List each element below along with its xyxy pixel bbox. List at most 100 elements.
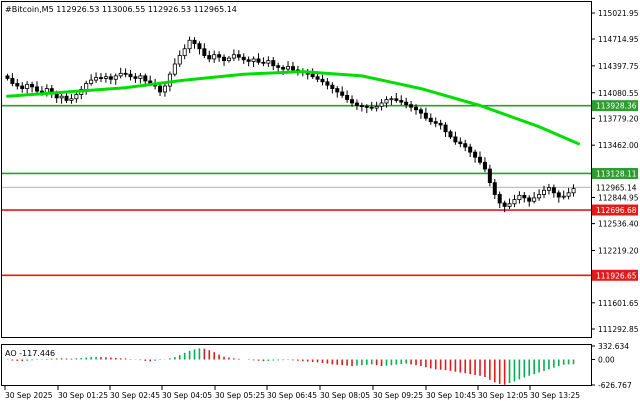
ao-axis: 332.634 0.00 -626.767: [591, 342, 632, 390]
candle: [359, 102, 364, 112]
candle: [162, 82, 167, 97]
candle: [542, 185, 547, 199]
y-tick-label: 114080.55: [598, 89, 639, 98]
svg-text:112965.14: 112965.14: [596, 183, 637, 192]
y-tick-label: 114397.75: [598, 62, 639, 71]
candle: [25, 81, 30, 94]
price-tag: 111926.65: [592, 269, 638, 281]
candle: [409, 100, 414, 112]
candle: [374, 101, 379, 112]
candle: [320, 74, 325, 86]
candle: [458, 137, 463, 148]
candle: [497, 191, 502, 209]
y-tick-label: 112219.20: [598, 246, 639, 255]
candle: [433, 117, 438, 128]
x-tick-label: 30 Sep 12:05: [478, 391, 528, 400]
candle: [522, 191, 527, 203]
candle: [384, 96, 389, 108]
y-tick-label: 111601.65: [598, 299, 639, 308]
time-axis: 30 Sep 2025 30 Sep 01:25 30 Sep 02:45 30 Se…: [4, 386, 580, 400]
ao-tick-label: 332.634: [598, 342, 629, 351]
candle: [551, 184, 556, 198]
candle: [537, 189, 542, 201]
candle: [492, 178, 497, 199]
candle: [423, 107, 428, 121]
candle: [251, 56, 256, 67]
candle: [212, 50, 217, 63]
candle: [226, 55, 231, 63]
candles: [5, 36, 576, 213]
candle: [487, 164, 492, 187]
candle: [335, 86, 340, 98]
y-tick-label: 111292.85: [598, 325, 639, 334]
candle: [202, 43, 207, 59]
candle: [236, 50, 241, 61]
price-tag: 113928.36: [592, 100, 638, 112]
candle: [113, 73, 118, 85]
candle: [369, 101, 374, 111]
candle: [266, 56, 271, 67]
y-tick-label: 114714.95: [598, 35, 639, 44]
candle: [187, 36, 192, 54]
ao-histogram: [6, 348, 575, 385]
candle: [566, 187, 571, 200]
candle: [231, 49, 236, 61]
candle: [276, 62, 281, 73]
candle: [172, 58, 177, 77]
candle: [532, 192, 537, 204]
candle: [507, 198, 512, 209]
x-tick-label: 30 Sep 06:45: [267, 391, 317, 400]
price-pane-frame: [1, 1, 592, 338]
svg-text:113128.11: 113128.11: [596, 169, 637, 178]
y-tick-label: 112844.95: [598, 193, 639, 202]
candle: [418, 107, 423, 119]
candle: [527, 195, 532, 207]
candle: [502, 200, 507, 213]
x-tick-label: 30 Sep 05:25: [215, 391, 265, 400]
x-tick-label: 30 Sep 13:25: [530, 391, 580, 400]
candle: [192, 37, 197, 49]
candle: [345, 90, 350, 103]
candle: [354, 99, 359, 111]
ao-tick-label: -626.767: [598, 381, 632, 390]
candle: [197, 41, 202, 55]
candle: [123, 68, 128, 78]
candle: [217, 51, 222, 62]
candle: [261, 57, 266, 67]
level-lines: [2, 104, 591, 277]
candle: [330, 82, 335, 94]
candle: [428, 113, 433, 125]
candle: [399, 95, 404, 106]
candle: [103, 72, 108, 83]
candle: [207, 50, 212, 63]
candle: [340, 86, 345, 98]
price-tag: 113128.11: [592, 167, 638, 179]
price-tag: 112965.14: [592, 181, 638, 193]
candle: [89, 74, 94, 86]
candle: [286, 61, 291, 72]
candle: [364, 104, 369, 114]
candle: [517, 191, 522, 204]
candle: [453, 131, 458, 145]
x-tick-label: 30 Sep 04:05: [162, 391, 212, 400]
candle: [546, 183, 551, 195]
candle: [448, 129, 453, 139]
candle: [138, 72, 143, 84]
candle: [30, 81, 35, 93]
svg-text:113928.36: 113928.36: [596, 102, 637, 111]
ao-label: AO -117.446: [5, 349, 55, 358]
candle: [94, 72, 99, 83]
x-tick-label: 30 Sep 10:45: [426, 391, 476, 400]
candle: [561, 190, 566, 200]
price-axis: 115021.95 114714.95 114397.75 114080.55 1137…: [591, 9, 639, 334]
candle: [571, 184, 576, 197]
candle: [20, 82, 25, 93]
svg-text:111926.65: 111926.65: [596, 271, 637, 280]
candle: [414, 104, 419, 115]
candle: [98, 73, 103, 82]
candle: [182, 44, 187, 60]
y-tick-label: 112536.40: [598, 220, 639, 229]
x-tick-label: 30 Sep 01:25: [58, 391, 108, 400]
svg-text:112696.68: 112696.68: [596, 206, 637, 215]
